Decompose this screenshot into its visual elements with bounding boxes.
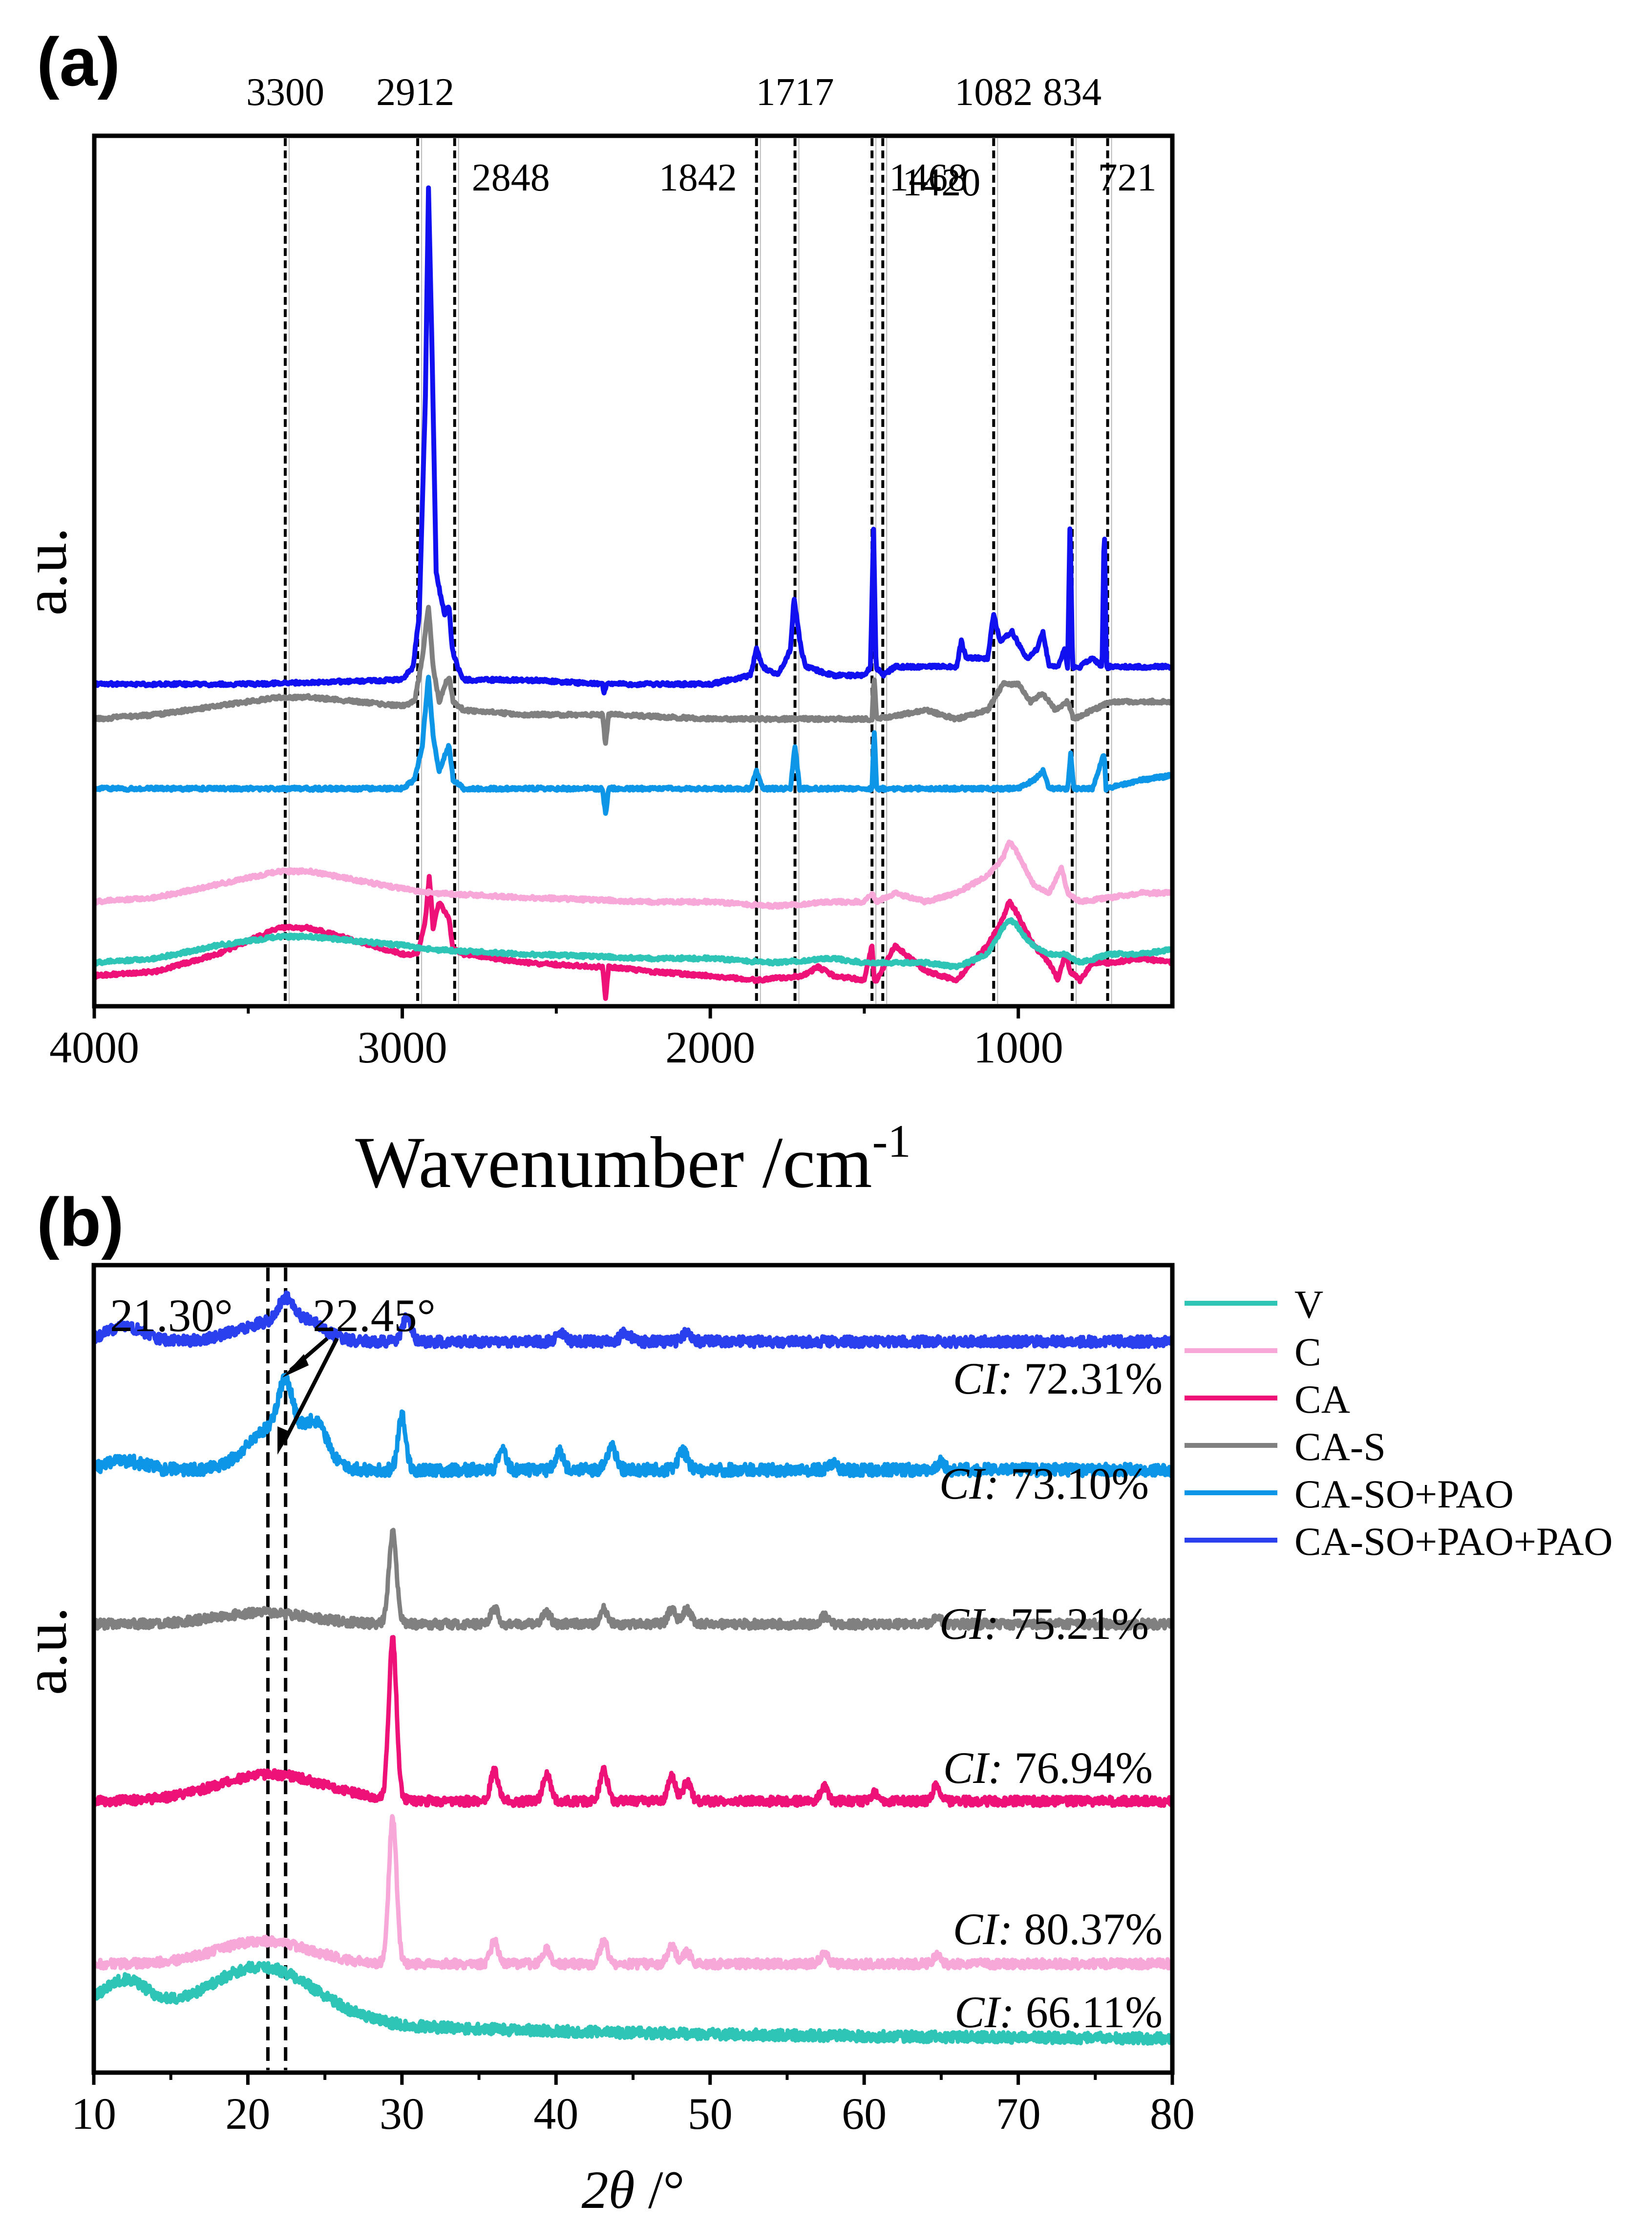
legend-label-ca-so-pao: CA-SO+PAO (1294, 1472, 1514, 1516)
panel-a-label: (a) (37, 23, 120, 100)
xrd-xtick-label-50: 50 (688, 2089, 733, 2139)
xrd-arrow-2 (277, 1337, 339, 1455)
xrd-x-axis-label-theta: 2θ (581, 2160, 635, 2220)
ci-label-c: CI: 80.37% (953, 1904, 1163, 1954)
ci-label-v: CI: 66.11% (954, 1987, 1163, 2037)
ftir-series-ca-s (92, 605, 1174, 746)
peak-label-1842: 1842 (659, 156, 737, 199)
peak-label-1468: 1468 (889, 156, 967, 199)
xrd-xtick-label-30: 30 (380, 2089, 424, 2139)
xrd-x-axis-label-unit: /° (635, 2160, 684, 2220)
legend-item-c: C (1185, 1330, 1321, 1374)
ci-prefix: CI: (953, 1354, 1013, 1403)
ci-value: 80.37% (1024, 1904, 1163, 1954)
ci-value: 66.11% (1026, 1987, 1163, 2037)
xrd-xtick-label-80: 80 (1150, 2089, 1195, 2139)
ftir-xtick-label-1000: 1000 (974, 1022, 1063, 1072)
xrd-ci-labels: CI: 72.31% CI: 73.10% CI: 75.21% CI: 76.… (939, 1354, 1163, 2037)
ftir-x-axis-label: Wavenumber /cm-1 (355, 1115, 911, 1203)
peak-label-1420: 1420 (902, 161, 980, 204)
ftir-series-v (92, 917, 1175, 971)
ci-prefix: CI: (943, 1743, 1003, 1793)
ci-prefix: CI: (954, 1987, 1015, 2037)
ci-label-ca: CI: 76.94% (943, 1743, 1153, 1793)
xrd-xtick-label-40: 40 (533, 2089, 578, 2139)
xrd-xtick-label-10: 10 (71, 2089, 116, 2139)
ftir-series-c (92, 839, 1175, 910)
peak-label-721: 721 (1098, 156, 1157, 199)
ci-label-ca-s: CI: 75.21% (939, 1599, 1149, 1649)
peak-label-834: 834 (1043, 71, 1101, 114)
peak-label-1717: 1717 (756, 71, 834, 114)
legend-label-ca-so-pao-pao: CA-SO+PAO+PAO (1294, 1519, 1613, 1564)
xrd-ref-label-22-45: 22.45° (313, 1290, 436, 1341)
legend-label-ca: CA (1294, 1377, 1350, 1421)
ftir-xtick-label-2000: 2000 (665, 1022, 755, 1072)
peak-label-1082: 1082 (954, 71, 1033, 114)
xrd-arrow-1 (282, 1336, 329, 1377)
ci-prefix: CI: (939, 1459, 999, 1508)
ftir-x-axis-ticks: 4000 3000 2000 1000 (49, 1006, 1063, 1072)
ftir-series-ca-so-pao-pao (92, 185, 1174, 696)
legend-label-v: V (1294, 1282, 1323, 1327)
ci-prefix: CI: (939, 1599, 999, 1649)
ftir-xtick-label-3000: 3000 (358, 1022, 447, 1072)
legend-label-ca-s: CA-S (1294, 1424, 1386, 1469)
xrd-series-group (91, 1290, 1175, 2046)
xrd-series-ca (91, 1635, 1175, 1808)
ci-value: 73.10% (1010, 1459, 1149, 1508)
ftir-xtick-label-4000: 4000 (49, 1022, 139, 1072)
ci-value: 75.21% (1010, 1599, 1149, 1649)
xrd-x-axis-ticks: 10 20 30 40 50 60 70 80 (71, 2073, 1195, 2139)
ftir-y-axis-label: a.u. (12, 528, 80, 615)
xrd-y-axis-label: a.u. (12, 1607, 80, 1695)
ci-label-ca-so-pao-pao: CI: 72.31% (953, 1354, 1163, 1403)
panel-b-label: (b) (37, 1184, 124, 1260)
xrd-x-axis-label: 2θ /° (581, 2160, 684, 2220)
ftir-plot-frame (92, 133, 1175, 1009)
ci-value: 72.31% (1024, 1354, 1163, 1403)
peak-label-2912: 2912 (376, 71, 454, 114)
ftir-x-axis-label-main: Wavenumber /cm (355, 1122, 872, 1203)
peak-label-3300: 3300 (246, 71, 324, 114)
ftir-series-ca-so-pao (92, 675, 1174, 816)
legend-item-ca-s: CA-S (1185, 1424, 1386, 1469)
xrd-xtick-label-60: 60 (842, 2089, 887, 2139)
xrd-series-ca-so-pao-pao (91, 1290, 1175, 1349)
ftir-series-ca (92, 874, 1175, 1001)
xrd-xtick-label-20: 20 (225, 2089, 270, 2139)
xrd-series-v (91, 1960, 1175, 2046)
xrd-series-ca-so-pao (92, 1373, 1174, 1479)
ftir-x-axis-label-superscript: -1 (872, 1115, 911, 1167)
legend-item-v: V (1185, 1282, 1323, 1327)
legend-item-ca-so-pao: CA-SO+PAO (1185, 1472, 1514, 1516)
ci-prefix: CI: (953, 1904, 1013, 1954)
xrd-series-c (91, 1814, 1175, 1971)
ci-value: 76.94% (1014, 1743, 1153, 1793)
xrd-ref-label-21-30: 21.30° (110, 1290, 233, 1341)
ftir-series-group (92, 185, 1175, 1001)
peak-label-2848: 2848 (472, 156, 550, 199)
xrd-series-ca-s (91, 1527, 1175, 1631)
legend-item-ca-so-pao-pao: CA-SO+PAO+PAO (1185, 1519, 1613, 1564)
legend-item-ca: CA (1185, 1377, 1350, 1421)
ci-label-ca-so-pao: CI: 73.10% (939, 1459, 1149, 1508)
xrd-xtick-label-70: 70 (996, 2089, 1041, 2139)
legend-label-c: C (1294, 1330, 1321, 1374)
